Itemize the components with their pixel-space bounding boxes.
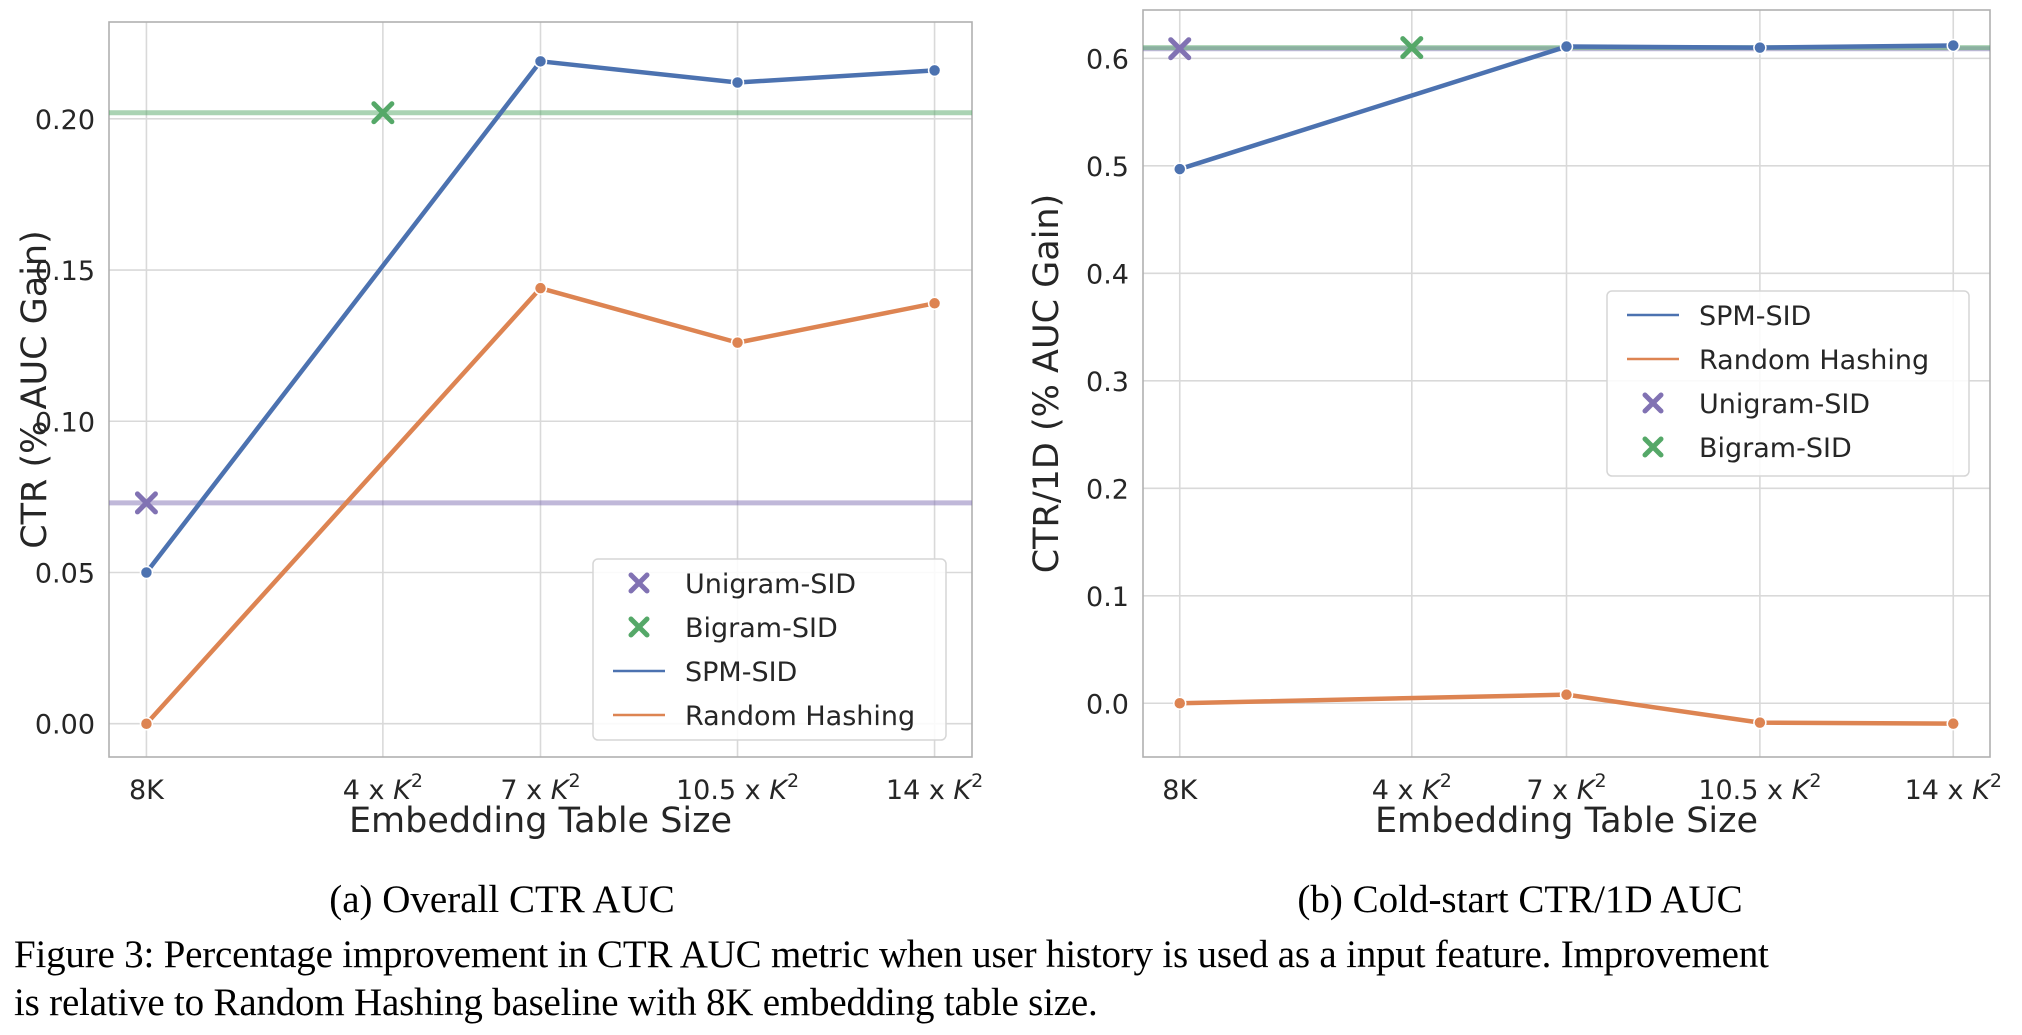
bigram-sid-marker — [1400, 36, 1424, 60]
x-tick-label: 8K — [1162, 775, 1198, 806]
legend-label-random-hashing: Random Hashing — [685, 701, 915, 732]
legend-swatch-bigram-sid — [628, 616, 650, 638]
figure-canvas: 0.00 0.05 0.10 0.15 0.20 8K 4 x K2 7 x K2 10.5 x… — [15, 9, 2002, 921]
y-tick-label: 0.1 — [1086, 582, 1129, 613]
plot-frame — [1142, 9, 1991, 758]
legend-label-random-hashing: Random Hashing — [1699, 345, 1929, 376]
spm-sid-line — [144, 59, 935, 574]
spm-sid-point — [1946, 38, 1961, 53]
spm-sid-point — [1172, 162, 1187, 176]
random-hashing-line — [144, 285, 936, 726]
random-hashing-point — [1946, 716, 1961, 731]
x-tick-label: 7 x K2 — [500, 770, 580, 806]
x-tick-label: 8K — [129, 775, 165, 806]
random-hashing-point — [730, 335, 745, 350]
legend: SPM-SID Random Hashing Unigram-SID Bigram-S… — [1606, 290, 1970, 477]
y-tick-label: 0.05 — [35, 558, 95, 589]
x-tick-label: 14 x K2 — [1905, 770, 2002, 806]
y-axis-label: CTR (% AUC Gain) — [15, 230, 55, 549]
random-hashing-line — [1179, 692, 1954, 726]
legend-swatch-bigram-sid — [1642, 436, 1664, 458]
spm-sid-point — [730, 75, 745, 90]
y-tick-label: 0.5 — [1086, 152, 1129, 183]
x-tick-label: 14 x K2 — [886, 770, 983, 806]
legend-label-unigram-sid: Unigram-SID — [1699, 389, 1870, 420]
random-hashing-point — [1559, 687, 1574, 702]
x-tick-label: 10.5 x K2 — [676, 770, 799, 806]
unigram-sid-marker — [1168, 37, 1192, 61]
spm-sid-point — [1753, 40, 1767, 55]
random-hashing-point — [1172, 696, 1187, 711]
y-tick-label: 0.20 — [35, 105, 95, 136]
legend: Unigram-SID Bigram-SID SPM-SID Random Hashi… — [592, 558, 947, 741]
x-tick-label: 4 x K2 — [1372, 770, 1452, 806]
subcaption: (b) Cold-start CTR/1D AUC — [1297, 878, 1742, 921]
random-hashing-point — [1753, 715, 1767, 730]
spm-sid-line — [1179, 43, 1954, 172]
random-hashing-point — [139, 716, 154, 731]
y-tick-label: 0.15 — [35, 256, 95, 287]
y-tick-label: 0.3 — [1086, 367, 1129, 398]
legend-label-spm-sid: SPM-SID — [685, 657, 797, 688]
random-hashing-point — [927, 296, 942, 311]
legend-swatch-unigram-sid — [1642, 392, 1664, 414]
unigram-sid-marker — [134, 491, 158, 515]
x-axis-label: Embedding Table Size — [1375, 801, 1758, 841]
y-axis-label: CTR/1D (% AUC Gain) — [1027, 194, 1067, 574]
y-tick-label: 0.10 — [35, 407, 95, 438]
legend-label-bigram-sid: Bigram-SID — [685, 613, 838, 644]
panel-b-cold-start-ctr-auc: 0.0 0.1 0.2 0.3 0.4 0.5 0.6 8K 4 x K2 7 x K2 10.5 … — [1027, 9, 2002, 921]
x-axis-label: Embedding Table Size — [349, 801, 732, 841]
legend-label-spm-sid: SPM-SID — [1699, 301, 1811, 332]
random-hashing-point — [533, 281, 548, 295]
x-tick-label: 7 x K2 — [1526, 770, 1606, 806]
plot-frame — [108, 21, 973, 758]
y-tick-label: 0.2 — [1086, 474, 1129, 505]
legend-box — [592, 558, 947, 741]
legend-swatch-unigram-sid — [628, 572, 650, 594]
spm-sid-point — [533, 54, 548, 69]
bigram-sid-marker — [371, 101, 395, 125]
y-tick-label: 0.0 — [1086, 689, 1129, 720]
legend-label-bigram-sid: Bigram-SID — [1699, 433, 1852, 464]
spm-sid-point — [139, 565, 154, 580]
legend-label-unigram-sid: Unigram-SID — [685, 569, 856, 600]
y-tick-label: 0.4 — [1086, 259, 1129, 290]
subcaption: (a) Overall CTR AUC — [329, 878, 675, 921]
spm-sid-point — [1559, 39, 1574, 54]
spm-sid-point — [927, 63, 942, 78]
y-tick-label: 0.6 — [1086, 44, 1129, 75]
panel-a-overall-ctr-auc: 0.00 0.05 0.10 0.15 0.20 8K 4 x K2 7 x K2 10.5 x… — [15, 21, 983, 921]
figure-caption-line-2: is relative to Random Hashing baseline w… — [14, 981, 1098, 1024]
legend-box — [1606, 290, 1970, 477]
x-tick-label: 10.5 x K2 — [1698, 770, 1821, 806]
y-tick-label: 0.00 — [35, 710, 95, 741]
x-tick-label: 4 x K2 — [343, 770, 423, 806]
figure-caption-line-1: Figure 3: Percentage improvement in CTR … — [14, 933, 1769, 976]
